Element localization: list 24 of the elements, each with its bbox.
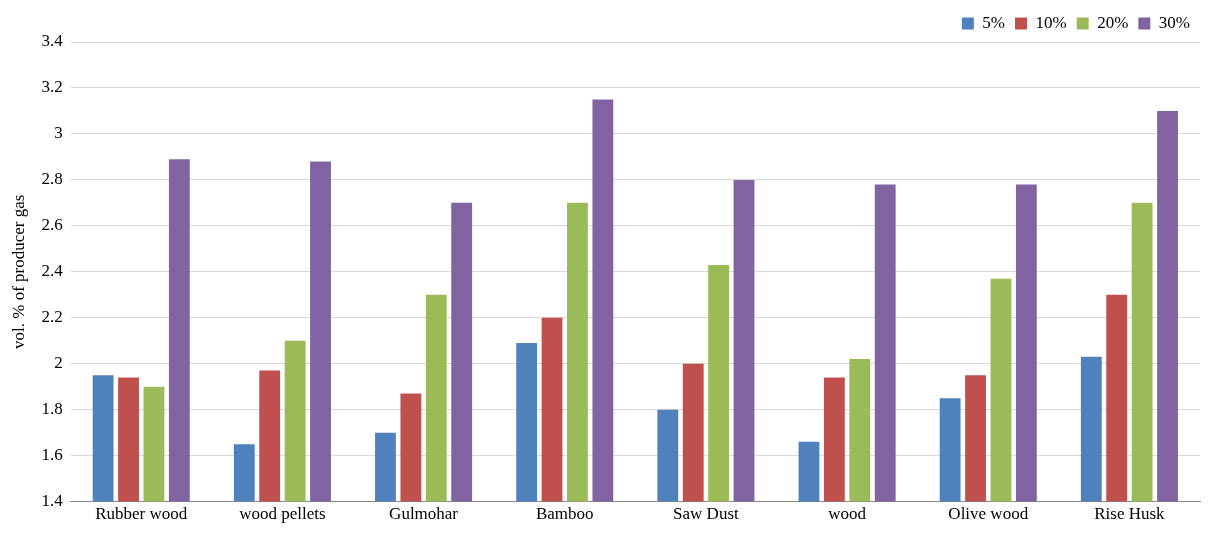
legend-label: 10% [1035,12,1067,32]
y-tick-label: 2.2 [41,307,63,327]
x-tick-label: wood pellets [239,504,326,524]
legend-label: 30% [1158,12,1191,32]
x-tick-label: Olive wood [948,504,1029,524]
y-tick-label: 2.6 [41,215,63,235]
y-tick-label: 2.8 [41,169,63,189]
y-tick-label: 2 [54,353,63,373]
legend-label: 5% [982,12,1006,32]
x-tick-label: Gulmohar [389,504,459,524]
y-tick-label: 1.8 [41,399,63,419]
x-tick-label: Rise Husk [1094,504,1166,524]
y-tick-label: 3.2 [41,77,63,97]
x-tick-label: Bamboo [535,504,594,524]
y-tick-label: 1.4 [41,491,64,511]
y-tick-label: 3.4 [41,31,64,51]
y-tick-label: 2.4 [41,261,64,281]
x-tick-label: wood [828,504,867,524]
x-tick-label: Saw Dust [673,504,739,524]
legend-label: 20% [1097,12,1129,32]
x-tick-label: Rubber wood [95,504,188,524]
y-axis-title: vol. % of producer gas [8,194,28,349]
y-tick-label: 1.6 [41,445,63,465]
y-tick-label: 3 [54,123,63,143]
